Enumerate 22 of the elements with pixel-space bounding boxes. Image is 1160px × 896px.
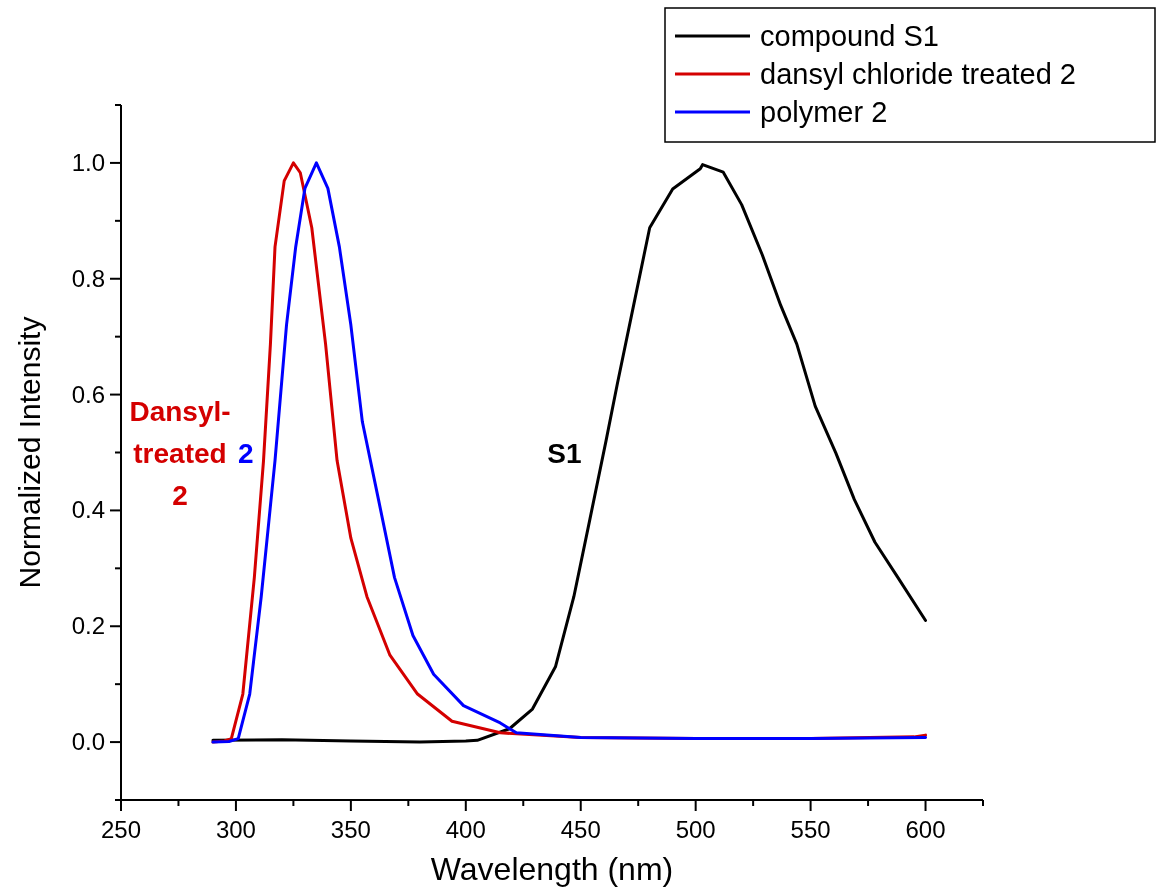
y-tick-label: 0.6 xyxy=(71,380,105,408)
x-tick-label: 400 xyxy=(445,816,486,843)
y-axis-title: Normalized Intensity xyxy=(13,316,46,589)
y-tick-label: 0.0 xyxy=(71,728,105,756)
x-tick-label: 550 xyxy=(790,816,831,843)
x-tick-label: 500 xyxy=(675,816,716,843)
y-tick-label: 0.8 xyxy=(71,264,105,292)
x-tick-label: 250 xyxy=(100,816,142,843)
y-tick-label: 0.4 xyxy=(71,496,105,524)
x-tick-label: 350 xyxy=(330,816,371,843)
x-tick-label: 300 xyxy=(215,816,256,843)
annotation: Dansyl- treated 2 xyxy=(129,395,231,511)
annotation: S1 xyxy=(547,438,582,470)
y-tick-label: 0.2 xyxy=(71,612,105,640)
y-tick-label: 1.0 xyxy=(71,148,105,176)
x-tick-label: 450 xyxy=(560,816,601,843)
x-axis-title: Wavelength (nm) xyxy=(430,851,674,887)
annotation: 2 xyxy=(238,437,254,469)
x-tick-label: 600 xyxy=(905,816,946,843)
legend-label: polymer 2 xyxy=(760,96,888,128)
legend-label: dansyl chloride treated 2 xyxy=(760,58,1076,90)
legend-label: compound S1 xyxy=(760,20,939,52)
